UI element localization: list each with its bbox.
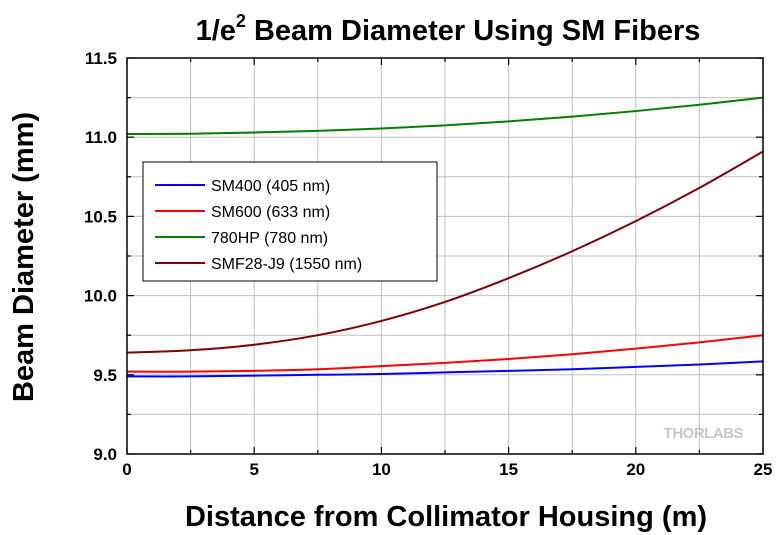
chart-title-superscript: 2: [236, 11, 246, 31]
y-tick-label: 9.0: [93, 445, 117, 464]
x-tick-label: 0: [122, 460, 131, 479]
plot-frame: [126, 57, 764, 455]
series-line-2: [126, 334, 764, 373]
y-tick-label: 11.5: [85, 49, 117, 68]
chart-title: 1/e2 Beam Diameter Using SM Fibers: [196, 11, 701, 47]
legend: SM400 (405 nm) SM600 (633 nm) 780HP (780 n…: [142, 161, 438, 282]
x-tick-label: 25: [754, 460, 773, 479]
series-line-4: [126, 150, 764, 354]
legend-label: SM600 (633 nm): [211, 204, 330, 221]
y-tick-labels: 9.0 9.5 10.0 10.5 11.0 11.5: [84, 49, 117, 464]
y-tick-label: 10.0: [84, 287, 117, 306]
chart-title-rest: Beam Diameter Using SM Fibers: [246, 15, 700, 47]
legend-label: SMF28-J9 (1550 nm): [211, 256, 362, 273]
x-tick-label: 5: [249, 460, 258, 479]
y-tick-label: 11.0: [85, 128, 117, 147]
series-line-3: [126, 96, 764, 136]
series-line-1: [126, 360, 764, 378]
y-tick-label: 10.5: [84, 207, 117, 226]
series-lines: [126, 96, 764, 378]
chart-title-main: 1/e: [196, 15, 236, 47]
watermark-logo: THORLABS: [664, 425, 744, 442]
x-axis-label: Distance from Collimator Housing (m): [185, 501, 707, 533]
x-tick-label: 10: [372, 460, 391, 479]
x-tick-label: 20: [626, 460, 645, 479]
y-tick-label: 9.5: [93, 366, 117, 385]
x-tick-label: 15: [499, 460, 518, 479]
legend-label: 780HP (780 nm): [211, 230, 328, 247]
x-tick-labels: 0 5 10 15 20 25: [122, 460, 772, 479]
legend-label: SM400 (405 nm): [211, 178, 330, 195]
legend-box: [142, 161, 438, 282]
y-axis-label: Beam Diameter (mm): [8, 112, 40, 402]
